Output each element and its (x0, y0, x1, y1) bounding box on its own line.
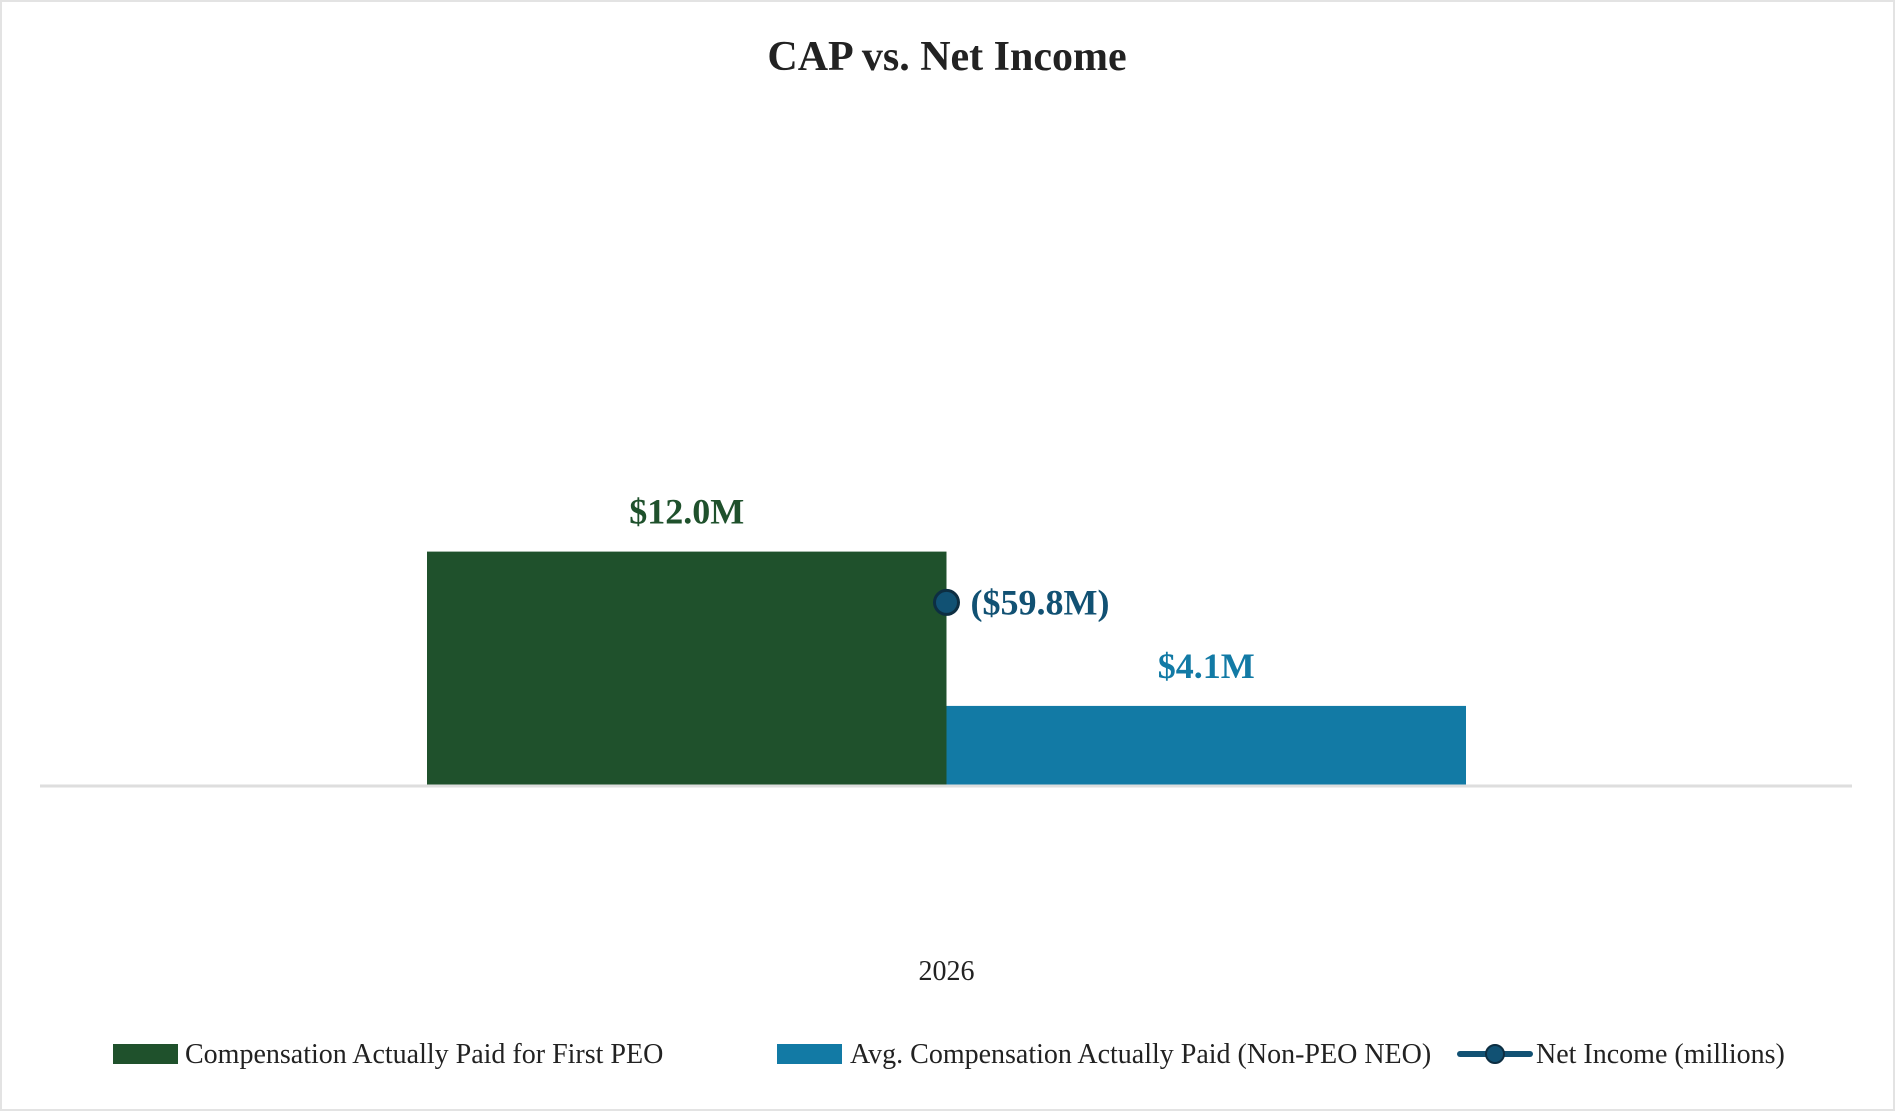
bars-layer (427, 551, 1466, 786)
bar-first-peo-2026 (427, 551, 947, 786)
x-tick-labels: 2026 (919, 956, 975, 987)
legend-label-first-peo: Compensation Actually Paid for First PEO (185, 1039, 663, 1070)
data-label-non-peo-neo: $4.1M (1158, 646, 1255, 686)
net-income-layer (933, 588, 960, 616)
legend-label-non-peo-neo: Avg. Compensation Actually Paid (Non-PEO… (850, 1039, 1431, 1070)
legend-marker-net-income (1485, 1044, 1505, 1064)
legend-item-first-peo: Compensation Actually Paid for First PEO (113, 1039, 663, 1070)
data-label-first-peo: $12.0M (629, 492, 744, 532)
legend-swatch-non-peo-neo (777, 1044, 842, 1064)
legend-label-net-income: Net Income (millions) (1536, 1039, 1785, 1070)
x-tick-label-2026: 2026 (919, 956, 975, 987)
net-income-point-2026 (933, 588, 960, 616)
legend: Compensation Actually Paid for First PEO… (113, 1039, 1785, 1070)
data-labels-layer: $12.0M $4.1M ($59.8M) (629, 492, 1254, 686)
legend-item-net-income: Net Income (millions) (1457, 1039, 1785, 1070)
chart-title: CAP vs. Net Income (767, 34, 1126, 80)
legend-item-non-peo-neo: Avg. Compensation Actually Paid (Non-PEO… (777, 1039, 1431, 1070)
legend-swatch-first-peo (113, 1044, 178, 1064)
data-label-net-income: ($59.8M) (971, 582, 1110, 622)
bar-non-peo-neo-2026 (946, 705, 1466, 786)
